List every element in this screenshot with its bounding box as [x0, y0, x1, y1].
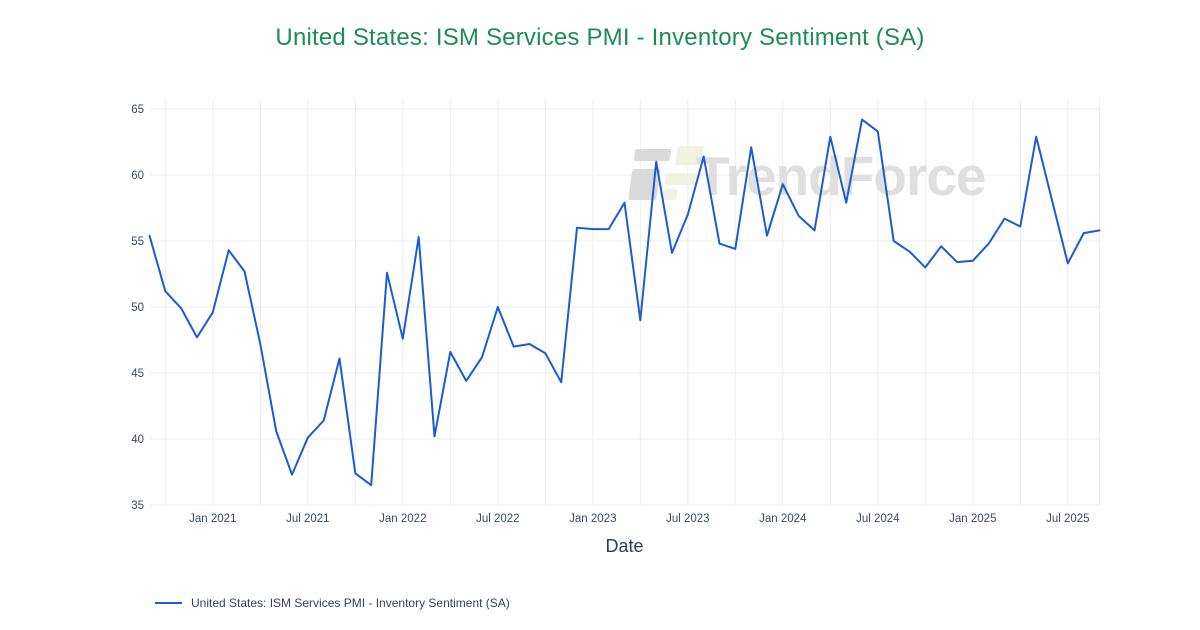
svg-text:Jul 2024: Jul 2024: [856, 513, 900, 525]
legend: United States: ISM Services PMI - Invent…: [155, 596, 510, 610]
svg-text:Jul 2021: Jul 2021: [286, 513, 329, 525]
legend-label: United States: ISM Services PMI - Invent…: [191, 596, 510, 610]
svg-text:45: 45: [131, 368, 144, 380]
svg-text:60: 60: [131, 170, 144, 182]
svg-text:55: 55: [131, 236, 144, 248]
series-line: [148, 118, 1101, 487]
y-axis-tick-labels: 35 40 45 50 55 60 65: [131, 104, 144, 512]
svg-text:65: 65: [131, 104, 144, 116]
svg-text:35: 35: [131, 500, 144, 512]
chart-title: United States: ISM Services PMI - Invent…: [275, 24, 925, 51]
x-axis-tick-labels: Jan 2021 Jul 2021 Jan 2022 Jul 2022 Jan 2023…: [189, 513, 1089, 525]
svg-text:Jan 2022: Jan 2022: [379, 513, 426, 525]
svg-text:Jan 2024: Jan 2024: [759, 513, 807, 525]
svg-text:Jul 2023: Jul 2023: [666, 513, 709, 525]
legend-line-swatch: [155, 602, 182, 604]
x-axis-title: Date: [605, 536, 643, 556]
svg-text:Jan 2023: Jan 2023: [569, 513, 616, 525]
svg-text:Jul 2025: Jul 2025: [1046, 513, 1089, 525]
svg-text:50: 50: [131, 302, 144, 314]
trendforce-logo-icon: [628, 146, 704, 200]
svg-text:Jan 2021: Jan 2021: [189, 513, 236, 525]
svg-text:40: 40: [131, 434, 144, 446]
svg-text:Jul 2022: Jul 2022: [476, 513, 519, 525]
watermark: TrendForce: [628, 145, 987, 207]
svg-text:Jan 2025: Jan 2025: [949, 513, 996, 525]
